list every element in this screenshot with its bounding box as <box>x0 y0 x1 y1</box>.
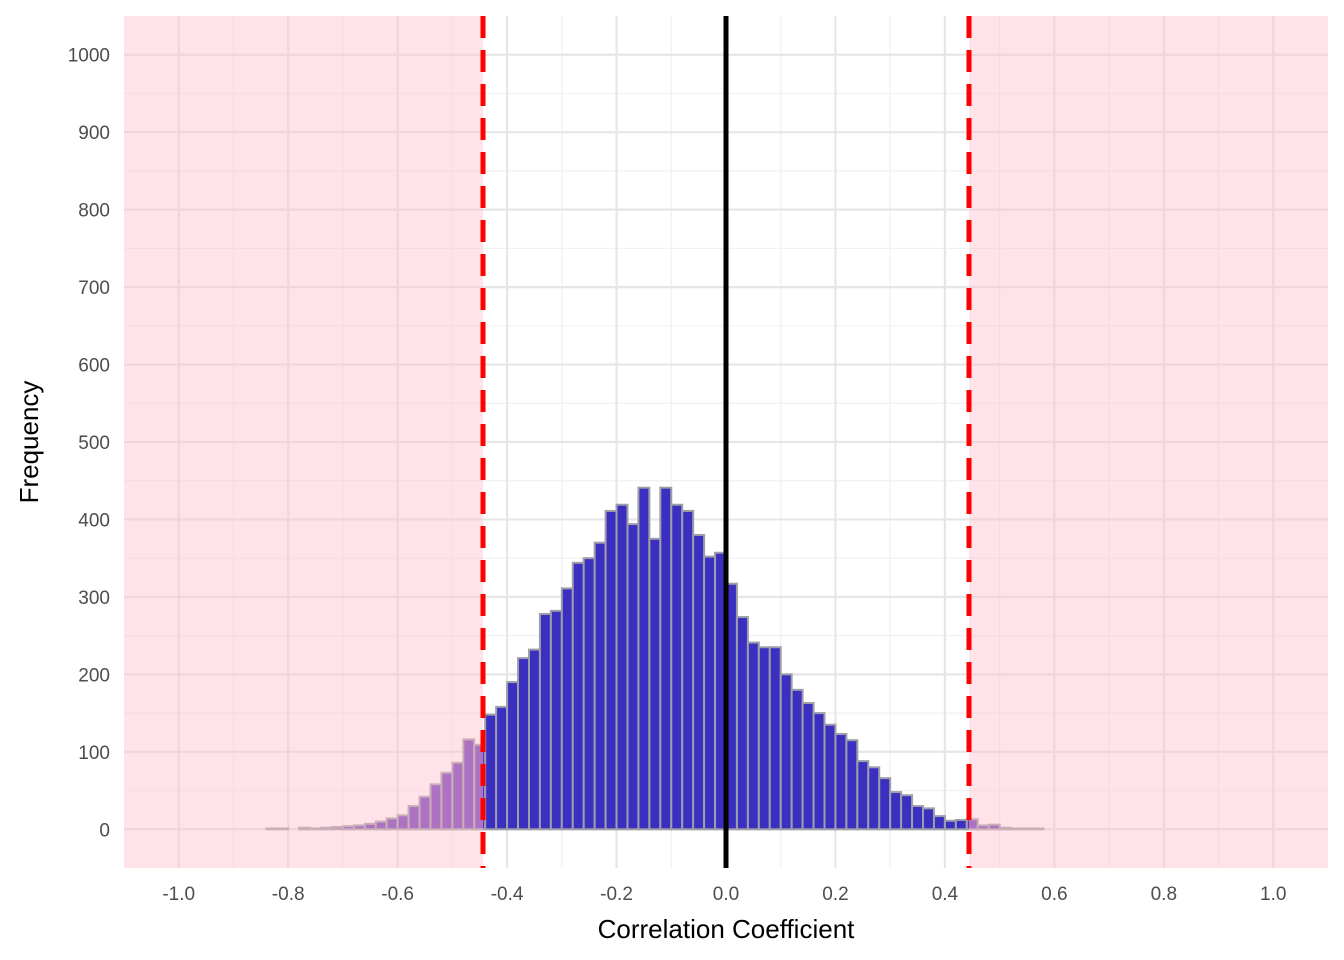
y-axis-ticks: 0 100 200 300 400 500 600 700 800 900 1000 <box>68 46 110 842</box>
histogram-bar <box>932 815 946 831</box>
histogram-bars <box>265 486 1045 831</box>
x-tick-label: -0.6 <box>381 884 414 905</box>
histogram-bar <box>549 609 563 831</box>
histogram-bar <box>538 612 552 831</box>
histogram-bar <box>582 557 596 831</box>
y-tick-label: 200 <box>78 665 110 686</box>
x-tick-label: 1.0 <box>1260 884 1286 905</box>
histogram-bar <box>495 705 509 831</box>
histogram-bar <box>845 739 859 831</box>
y-tick-label: 700 <box>78 278 110 299</box>
histogram-bar <box>735 616 749 831</box>
y-tick-label: 100 <box>78 743 110 764</box>
histogram-bar <box>834 733 848 831</box>
shaded-region <box>968 16 1328 868</box>
x-tick-label: 0.6 <box>1041 884 1067 905</box>
x-axis-title: Correlation Coefficient <box>598 914 856 944</box>
histogram-bar <box>593 541 607 831</box>
x-tick-label: 0.4 <box>932 884 959 905</box>
histogram-bar <box>506 681 520 831</box>
histogram-bar <box>823 723 837 831</box>
histogram-bar <box>757 646 771 831</box>
y-tick-label: 1000 <box>68 46 110 67</box>
x-tick-label: 0.2 <box>822 884 848 905</box>
histogram-bar <box>276 827 290 831</box>
histogram-bar <box>768 646 782 831</box>
x-tick-label: -0.4 <box>491 884 524 905</box>
histogram-bar <box>615 503 629 831</box>
histogram-bar <box>812 712 826 831</box>
histogram-bar <box>626 523 640 831</box>
histogram-bar <box>571 561 585 831</box>
histogram-bar <box>911 805 925 831</box>
y-tick-label: 0 <box>99 820 110 841</box>
histogram-bar <box>746 641 760 831</box>
histogram-bar <box>692 533 706 831</box>
histogram-bar <box>965 818 979 831</box>
y-tick-label: 400 <box>78 510 110 531</box>
histogram-bar <box>527 648 541 831</box>
histogram-bar <box>922 807 935 831</box>
histogram-bar <box>648 537 662 831</box>
y-tick-label: 800 <box>78 201 110 222</box>
histogram-bar <box>889 791 903 831</box>
x-tick-label: -1.0 <box>162 884 195 905</box>
y-tick-label: 500 <box>78 433 110 454</box>
y-tick-label: 300 <box>78 588 110 609</box>
histogram-bar <box>779 673 793 831</box>
histogram-bar <box>856 760 870 831</box>
x-tick-label: -0.8 <box>272 884 305 905</box>
histogram-bar <box>900 794 914 831</box>
reference-lines <box>480 16 972 868</box>
y-tick-label: 900 <box>78 123 110 144</box>
histogram-bar <box>790 688 804 831</box>
histogram-bar <box>681 509 695 831</box>
shaded-region <box>124 16 484 868</box>
x-axis-ticks: -1.0 -0.8 -0.6 -0.4 -0.2 0.0 0.2 0.4 0.6 0.8 1.0 <box>162 884 1286 905</box>
histogram-bar <box>943 819 957 831</box>
histogram-bar <box>801 702 815 831</box>
histogram-bar <box>703 555 717 831</box>
histogram-bar <box>604 509 618 831</box>
histogram-bar <box>878 777 892 831</box>
histogram-bar <box>867 766 881 831</box>
histogram-bar <box>1031 827 1045 831</box>
x-tick-label: -0.2 <box>600 884 633 905</box>
y-axis-title: Frequency <box>14 381 44 504</box>
x-tick-label: 0.0 <box>713 884 739 905</box>
y-tick-label: 600 <box>78 356 110 377</box>
histogram-bar <box>659 486 673 831</box>
histogram-bar <box>517 657 530 831</box>
histogram-bar <box>954 818 968 831</box>
histogram-bar <box>670 503 684 831</box>
histogram-bar <box>637 486 651 831</box>
x-tick-label: 0.8 <box>1151 884 1177 905</box>
histogram-bar <box>484 713 498 831</box>
histogram-bar <box>560 587 574 831</box>
